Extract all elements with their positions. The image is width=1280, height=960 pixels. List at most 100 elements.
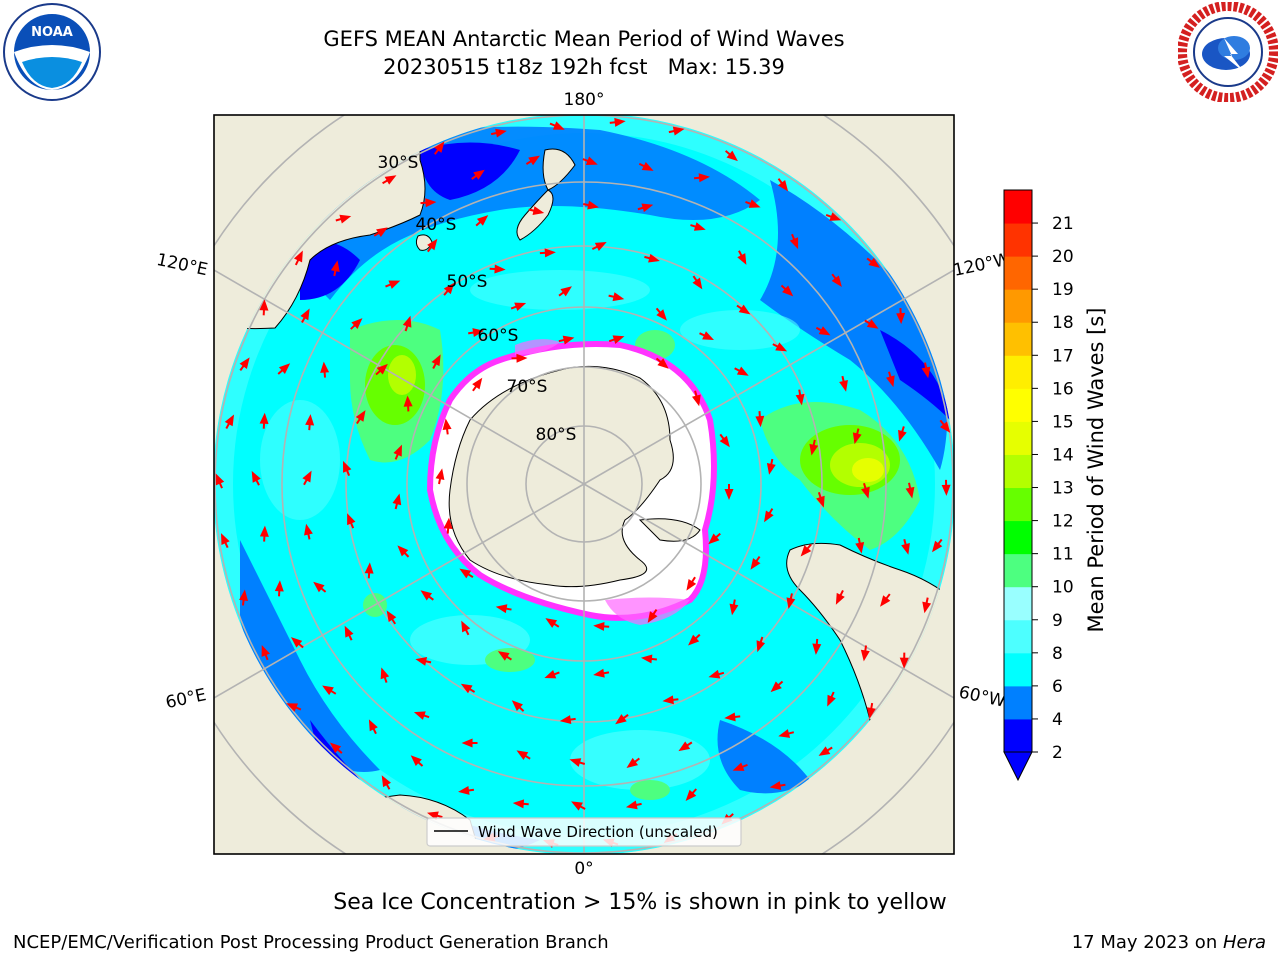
wave-direction-arrow (609, 117, 626, 127)
wave-direction-arrow (569, 758, 586, 767)
svg-text:NOAA: NOAA (31, 25, 73, 40)
wave-direction-arrow (330, 260, 340, 277)
wave-direction-arrow (732, 762, 748, 771)
sea-ice-caption: Sea Ice Concentration > 15% is shown in … (333, 890, 947, 915)
wave-direction-arrow (583, 200, 599, 210)
wave-direction-arrow (764, 508, 774, 523)
wave-direction-arrow (812, 638, 822, 655)
colorbar-tick-label: 20 (1052, 247, 1074, 267)
deep-blue-region-west (300, 242, 360, 300)
wave-direction-arrow (724, 150, 738, 162)
colorbar-tick-label: 12 (1052, 512, 1074, 532)
wave-direction-arrow (511, 353, 528, 363)
wave-direction-arrow (215, 473, 225, 489)
lon-label-60w: 60°W (957, 682, 1007, 711)
wave-direction-arrow (769, 781, 786, 791)
wave-direction-arrow (368, 719, 378, 735)
colorbar-extend-triangle (1003, 751, 1033, 782)
lon-label-0: 0° (574, 859, 593, 879)
wave-direction-arrow (655, 307, 667, 321)
new-zealand-north (542, 148, 576, 191)
wave-direction-arrow (274, 580, 284, 597)
wave-direction-arrow (511, 700, 525, 712)
colorbar-segment (1004, 619, 1032, 654)
graticule (214, 115, 954, 854)
wave-direction-arrow (860, 645, 870, 662)
wave-direction-arrow (510, 302, 527, 312)
lon-label-120w: 120°W (952, 249, 1013, 281)
wave-direction-arrow (941, 479, 951, 496)
wave-direction-arrow (375, 363, 388, 376)
wave-direction-arrow (300, 308, 310, 323)
wave-direction-arrow (647, 609, 658, 623)
chart-title: GEFS MEAN Antarctic Mean Period of Wind … (323, 27, 845, 51)
wave-direction-arrow (512, 799, 529, 809)
colorbar-tick-label: 2 (1052, 743, 1063, 763)
colorbar-tick-label: 17 (1052, 346, 1074, 366)
colorbar: 2 4 6 8 9 10 11 12 13 14 15 16 17 18 19 20 21 (1003, 189, 1074, 782)
wave-direction-arrow (866, 257, 880, 268)
wave-direction-arrow (724, 484, 734, 500)
wave-direction-arrow (770, 680, 784, 693)
lon-label-60e: 60°E (164, 685, 208, 713)
wave-direction-arrow (393, 444, 402, 460)
wave-direction-arrow (901, 539, 910, 555)
wave-direction-arrow (880, 593, 891, 607)
wave-direction-arrow (864, 319, 879, 329)
tasmania-land (415, 234, 433, 251)
wave-direction-arrow (729, 599, 739, 616)
wave-direction-arrow (815, 326, 831, 336)
wave-direction-arrow (410, 755, 424, 767)
colorbar-tick-label: 14 (1052, 445, 1074, 465)
wave-direction-arrow (364, 562, 374, 579)
wave-direction-arrow (662, 695, 679, 705)
wave-direction-arrow (825, 212, 842, 221)
legend-label: Wind Wave Direction (unscaled) (478, 823, 718, 841)
colorbar-segment (1004, 388, 1032, 422)
wave-direction-arrow (558, 286, 572, 297)
wave-direction-arrow (922, 597, 932, 614)
wave-direction-arrow (495, 604, 512, 614)
colorbar-segment (1004, 322, 1032, 356)
wave-direction-arrow (443, 517, 453, 534)
wave-direction-arrow (789, 233, 799, 250)
lat-label-40s: 40°S (416, 215, 457, 235)
wave-direction-arrow (591, 242, 607, 251)
colorbar-segment (1004, 289, 1032, 323)
colorbar-segment (1004, 421, 1032, 455)
lat-label-70s: 70°S (507, 377, 548, 397)
colorbar-segment (1004, 454, 1032, 489)
colorbar-segment (1004, 190, 1032, 224)
wave-direction-arrow (692, 390, 701, 407)
lat-label-50s: 50°S (447, 272, 488, 292)
wave-direction-arrow (461, 620, 471, 636)
wave-direction-arrow (347, 513, 356, 529)
wave-direction-arrow (350, 318, 363, 330)
wave-direction-arrow (755, 411, 765, 428)
wave-direction-arrow (475, 215, 489, 227)
wave-direction-arrow (571, 801, 586, 811)
wave-direction-arrow (736, 304, 751, 315)
wave-direction-arrow (381, 775, 391, 790)
nws-logo-icon (1178, 2, 1278, 102)
wave-direction-arrow (259, 525, 269, 542)
wave-direction-arrow (637, 203, 654, 213)
colorbar-segment (1004, 355, 1032, 389)
colorbar-segment (1004, 718, 1032, 753)
wave-direction-arrow (896, 308, 906, 325)
colorbar-tick-label: 4 (1052, 710, 1063, 730)
footer-date-text: 17 May 2023 on (1071, 932, 1223, 953)
colorbar-frame (1003, 189, 1033, 753)
lat-label-80s: 80°S (536, 425, 577, 445)
wave-direction-arrow (544, 669, 560, 679)
colorbar-tick-label: 19 (1052, 280, 1074, 300)
legend-box: Wind Wave Direction (unscaled) (426, 817, 742, 847)
wave-direction-arrow (708, 669, 725, 679)
wave-direction-arrow (921, 362, 931, 379)
footer-credit: NCEP/EMC/Verification Post Processing Pr… (13, 932, 609, 953)
blue-region-southwest (240, 540, 380, 772)
wave-direction-arrow (734, 366, 749, 376)
wave-direction-arrow (497, 651, 512, 661)
colorbar-segment (1004, 520, 1032, 555)
